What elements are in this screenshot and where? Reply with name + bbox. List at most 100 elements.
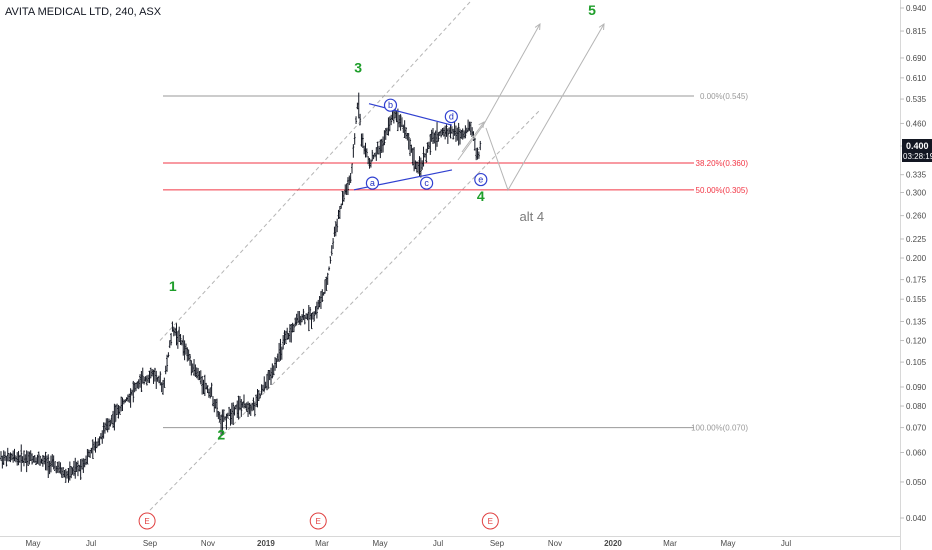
- ohlc-bar: [361, 133, 364, 148]
- ohlc-bar: [445, 124, 448, 137]
- alt-wave-label: alt 4: [519, 209, 544, 224]
- ohlc-bar: [79, 459, 82, 480]
- ohlc-bar: [318, 295, 321, 308]
- ohlc-bar: [16, 452, 19, 466]
- ohlc-bar: [407, 133, 410, 150]
- ohlc-bar: [243, 394, 245, 409]
- wave-label: 3: [354, 60, 362, 76]
- ohlc-bar: [356, 102, 359, 110]
- ohlc-bar: [97, 438, 100, 447]
- ohlc-bar: [228, 406, 231, 417]
- sub-wave-marker: d: [444, 109, 458, 124]
- ohlc-bar: [75, 461, 78, 472]
- ohlc-bar: [338, 206, 341, 220]
- ohlc-bar: [153, 367, 156, 382]
- ohlc-bar: [109, 419, 112, 427]
- ohlc-bar: [415, 161, 418, 173]
- ohlc-bar: [163, 377, 166, 388]
- ohlc-bar: [423, 153, 426, 158]
- ohlc-bar: [113, 403, 116, 431]
- ohlc-bar: [47, 454, 50, 478]
- ohlc-bar: [18, 454, 21, 463]
- sub-wave-marker: e: [474, 172, 488, 187]
- ohlc-bar: [122, 400, 125, 405]
- ohlc-bar: [465, 127, 468, 134]
- ohlc-bar: [334, 221, 337, 237]
- y-tick-label: 0.225: [906, 235, 927, 244]
- x-tick-label: Sep: [490, 539, 505, 548]
- ohlc-bar: [20, 444, 23, 472]
- y-tick-label: 0.815: [906, 27, 927, 36]
- ohlc-bar: [226, 412, 229, 419]
- ohlc-bar: [112, 410, 115, 428]
- ohlc-bar: [189, 354, 191, 366]
- ohlc-bar: [179, 334, 182, 345]
- ohlc-bar: [263, 376, 266, 392]
- ohlc-bar: [198, 371, 201, 381]
- ohlc-bar: [340, 203, 343, 209]
- ohlc-bar: [272, 365, 275, 376]
- ohlc-bar: [51, 454, 54, 467]
- y-tick-label: 0.080: [906, 402, 927, 411]
- ohlc-bar: [213, 399, 216, 413]
- y-tick-label: 0.260: [906, 212, 927, 221]
- ohlc-bar: [437, 132, 440, 142]
- x-tick-label: Jul: [781, 539, 791, 548]
- ohlc-bar: [325, 276, 328, 292]
- projection-arrow-alt: [485, 23, 605, 192]
- ohlc-bar: [145, 375, 148, 386]
- ohlc-bar: [40, 458, 43, 464]
- ohlc-bar: [328, 266, 331, 271]
- last-price-countdown: 03:28:19: [903, 152, 932, 161]
- ohlc-bar: [87, 449, 90, 458]
- ohlc-bar: [229, 408, 232, 426]
- ohlc-bar: [232, 402, 235, 426]
- ohlc-bar: [94, 437, 97, 453]
- ohlc-bar: [452, 128, 455, 140]
- x-tick-label: May: [720, 539, 735, 548]
- y-tick-label: 0.335: [906, 171, 927, 180]
- ohlc-bar: [133, 382, 136, 393]
- ohlc-bar: [349, 172, 352, 184]
- y-tick-label: 0.940: [906, 4, 927, 13]
- projection-arrow-alt-head: [598, 23, 605, 31]
- ohlc-bar: [140, 370, 143, 392]
- ohlc-bar: [473, 137, 476, 151]
- ohlc-bar: [395, 110, 398, 123]
- earnings-marker: E: [309, 512, 327, 530]
- ohlc-bar: [324, 279, 326, 294]
- projection-arrow-wave5: [457, 23, 541, 161]
- ohlc-bar: [317, 299, 320, 310]
- ohlc-bar: [302, 308, 305, 321]
- ohlc-bar: [28, 451, 31, 465]
- earnings-circle: [138, 512, 156, 530]
- x-tick-label: Nov: [201, 539, 215, 548]
- ohlc-bar: [125, 397, 128, 402]
- ohlc-bar: [333, 226, 336, 237]
- ohlc-bar: [298, 310, 301, 325]
- ohlc-bar: [433, 132, 436, 144]
- ohlc-bar: [102, 422, 105, 439]
- ohlc-bar: [137, 379, 140, 390]
- ohlc-bar: [74, 457, 77, 479]
- ohlc-bar: [5, 455, 8, 467]
- ohlc-bar: [471, 127, 474, 137]
- ohlc-bar: [93, 441, 96, 451]
- y-tick-label: 0.135: [906, 317, 927, 326]
- ohlc-bar: [305, 313, 308, 320]
- ohlc-bar: [136, 381, 139, 389]
- ohlc-bar: [463, 130, 466, 139]
- ohlc-bar: [359, 113, 362, 126]
- ohlc-bar: [43, 455, 46, 465]
- earnings-label: E: [488, 517, 493, 526]
- ohlc-bar: [279, 338, 282, 361]
- ohlc-bar: [126, 394, 129, 402]
- ohlc-bar: [44, 451, 47, 471]
- ohlc-bar: [287, 332, 290, 340]
- ohlc-bar: [314, 306, 317, 315]
- sub-wave-marker: b: [383, 98, 398, 112]
- ohlc-bar: [449, 124, 452, 139]
- ohlc-bar: [456, 127, 459, 141]
- ohlc-bar: [184, 343, 187, 355]
